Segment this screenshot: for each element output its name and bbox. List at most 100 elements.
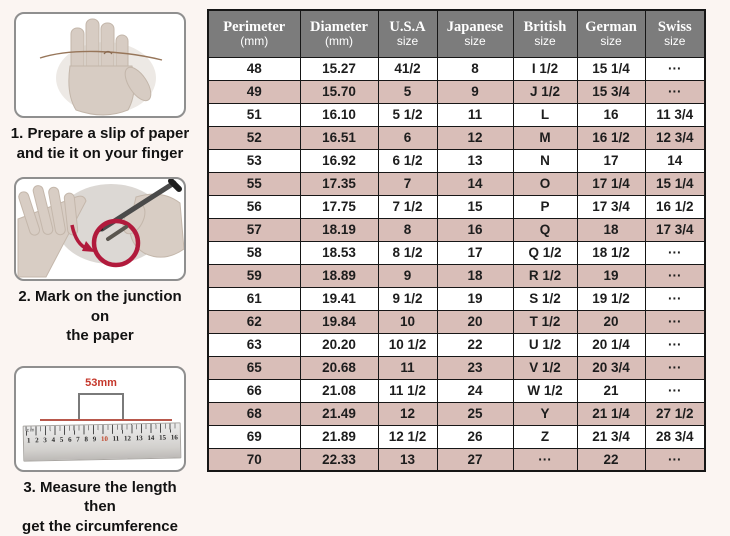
table-cell: 56 [208, 195, 300, 218]
table-cell: ··· [645, 333, 705, 356]
step1-caption: 1. Prepare a slip of paper and tie it on… [9, 124, 191, 163]
table-cell: 55 [208, 172, 300, 195]
table-cell: 11 [437, 103, 513, 126]
ruler-number: 3 [43, 436, 47, 444]
step3-caption-line1: 3. Measure the length then [23, 479, 176, 516]
pen-cap [171, 181, 179, 189]
table-cell: 57 [208, 218, 300, 241]
table-cell: 26 [437, 425, 513, 448]
table-cell: T 1/2 [513, 310, 577, 333]
ruler-number: 7 [76, 435, 80, 443]
table-cell: 28 3/4 [645, 425, 705, 448]
table-cell: ··· [645, 57, 705, 80]
table-cell: 15 3/4 [577, 80, 645, 103]
table-cell: 7 1/2 [378, 195, 437, 218]
table-cell: ··· [645, 356, 705, 379]
table-cell: S 1/2 [513, 287, 577, 310]
measurement-length-label: 53mm [46, 377, 156, 389]
ruler-number: 14 [147, 433, 154, 441]
table-cell: 18 [577, 218, 645, 241]
table-cell: 17.75 [300, 195, 378, 218]
table-cell: 15.27 [300, 57, 378, 80]
ruler-number: 10 [101, 434, 108, 442]
table-cell: 63 [208, 333, 300, 356]
table-cell: 11 [378, 356, 437, 379]
ruler-number: 9 [93, 435, 97, 443]
step1-caption-line2: and tie it on your finger [17, 145, 184, 162]
table-cell: 18.53 [300, 241, 378, 264]
table-cell: 15 1/4 [577, 57, 645, 80]
table-cell: 53 [208, 149, 300, 172]
table-cell: 14 [645, 149, 705, 172]
table-cell: 8 1/2 [378, 241, 437, 264]
table-cell: N [513, 149, 577, 172]
step1-image-frame [14, 12, 186, 118]
table-cell: 12 [378, 402, 437, 425]
table-cell: 12 [437, 126, 513, 149]
table-cell: 13 [378, 448, 437, 471]
palm [69, 66, 134, 115]
measuring-instructions-panel: 1. Prepare a slip of paper and tie it on… [9, 12, 191, 536]
table-cell: ··· [513, 448, 577, 471]
table-cell: 13 [437, 149, 513, 172]
table-cell: O [513, 172, 577, 195]
ruler-unit-label: cm [27, 427, 36, 433]
table-cell: 21 [577, 379, 645, 402]
table-cell: V 1/2 [513, 356, 577, 379]
table-cell: ··· [645, 80, 705, 103]
ruler-number: 6 [68, 435, 72, 443]
table-cell: 24 [437, 379, 513, 402]
table-cell: 62 [208, 310, 300, 333]
table-cell: Z [513, 425, 577, 448]
step3-caption-line2: get the circumference [22, 518, 178, 535]
table-cell: 16.92 [300, 149, 378, 172]
table-cell: 8 [437, 57, 513, 80]
table-cell: Q [513, 218, 577, 241]
table-cell: 48 [208, 57, 300, 80]
table-cell: J 1/2 [513, 80, 577, 103]
table-cell: ··· [645, 448, 705, 471]
table-cell: 11 1/2 [378, 379, 437, 402]
table-cell: 16 1/2 [645, 195, 705, 218]
table-cell: ··· [645, 310, 705, 333]
table-cell: 5 1/2 [378, 103, 437, 126]
table-cell: 21 1/4 [577, 402, 645, 425]
table-cell: 14 [437, 172, 513, 195]
table-cell: 18.89 [300, 264, 378, 287]
table-cell: 23 [437, 356, 513, 379]
table-cell: 19 [437, 287, 513, 310]
table-cell: 52 [208, 126, 300, 149]
table-cell: 20 1/4 [577, 333, 645, 356]
ruler-number: 4 [52, 435, 56, 443]
column-header-perimeter: Perimeter(mm) [208, 10, 300, 57]
ruler-number: 11 [113, 434, 120, 442]
table-cell: 66 [208, 379, 300, 402]
table-cell: L [513, 103, 577, 126]
table-cell: 19.41 [300, 287, 378, 310]
ruler-number: 16 [171, 433, 178, 441]
step3-caption: 3. Measure the length then get the circu… [9, 478, 191, 536]
table-cell: M [513, 126, 577, 149]
ruler-number: 12 [124, 434, 131, 442]
table-cell: 20 3/4 [577, 356, 645, 379]
table-cell: Q 1/2 [513, 241, 577, 264]
step2-image-frame [14, 177, 186, 281]
table-cell: 41/2 [378, 57, 437, 80]
table-cell: 17.35 [300, 172, 378, 195]
table-cell: 8 [378, 218, 437, 241]
table-cell: ··· [645, 379, 705, 402]
table-cell: 17 [437, 241, 513, 264]
